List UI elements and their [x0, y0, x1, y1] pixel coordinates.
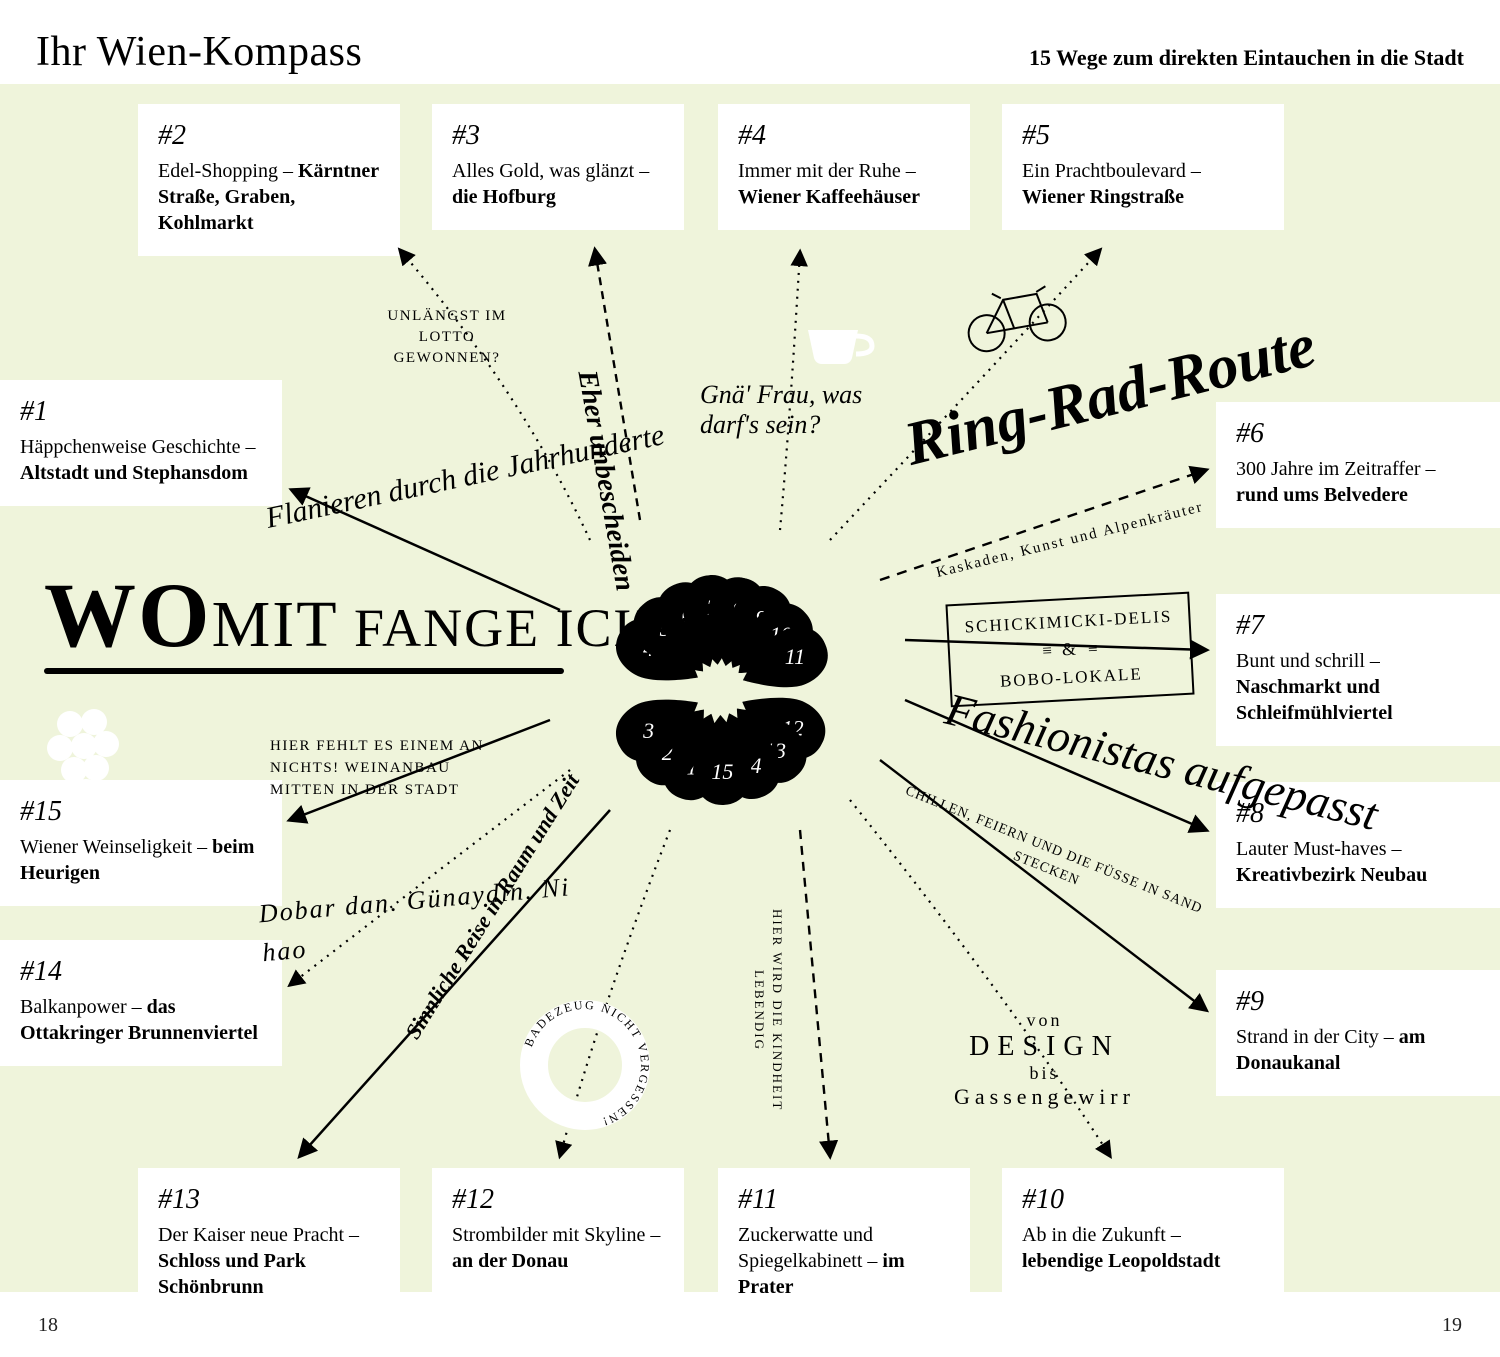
- card-7: #7 Bunt und schrill – Naschmarkt und Schl…: [1216, 594, 1500, 746]
- card-num: #2: [158, 120, 380, 152]
- card-num: #10: [1022, 1184, 1264, 1216]
- petal-15: 15: [692, 714, 753, 806]
- page-title: Ihr Wien-Kompass: [36, 28, 362, 76]
- card-lead: Strand in der City – am Donaukanal: [1236, 1024, 1480, 1076]
- card-13: #13 Der Kaiser neue Pracht – Schloss und …: [138, 1168, 400, 1320]
- card-num: #13: [158, 1184, 380, 1216]
- coffee-cup-icon: [800, 310, 880, 375]
- svg-text:BADEZEUG NICHT VERGESSEN!: BADEZEUG NICHT VERGESSEN!: [521, 998, 652, 1130]
- card-lead: Edel-Shopping – Kärntner Straße, Graben,…: [158, 158, 380, 236]
- card-5: #5 Ein Prachtboulevard – Wiener Ringstraß…: [1002, 104, 1284, 230]
- card-num: #7: [1236, 610, 1480, 642]
- headline-question: WOMIT FANGE ICH AN?: [44, 562, 755, 668]
- card-lead: Immer mit der Ruhe – Wiener Kaffeehäuser: [738, 158, 950, 210]
- label-kindheit: HIER WIRD DIE KINDHEIT LEBENDIG: [760, 900, 786, 1120]
- page: Ihr Wien-Kompass 15 Wege zum direkten Ei…: [0, 0, 1500, 1357]
- card-lead: Der Kaiser neue Pracht – Schloss und Par…: [158, 1222, 380, 1300]
- label-weinanbau: HIER FEHLT ES EINEM AN NICHTS! WEINANBAU…: [270, 736, 510, 801]
- card-9: #9 Strand in der City – am Donaukanal: [1216, 970, 1500, 1096]
- card-10: #10 Ab in die Zukunft – lebendige Leopold…: [1002, 1168, 1284, 1294]
- page-number-right: 19: [1442, 1314, 1462, 1337]
- badezeug-text: BADEZEUG NICHT VERGESSEN!: [512, 992, 658, 1138]
- card-3: #3 Alles Gold, was glänzt – die Hofburg: [432, 104, 684, 230]
- card-num: #11: [738, 1184, 950, 1216]
- card-lead: Ab in die Zukunft – lebendige Leopoldsta…: [1022, 1222, 1264, 1274]
- card-lead: Bunt und schrill – Naschmarkt und Schlei…: [1236, 648, 1480, 726]
- card-num: #12: [452, 1184, 664, 1216]
- headline-underline: [44, 668, 564, 674]
- card-11: #11 Zuckerwatte und Spiegelkabinett – im …: [718, 1168, 970, 1320]
- card-12: #12 Strombilder mit Skyline – an der Dona…: [432, 1168, 684, 1294]
- card-6: #6 300 Jahre im Zeitraffer – rund ums Bel…: [1216, 402, 1500, 528]
- grapes-icon: [40, 700, 130, 815]
- card-num: #4: [738, 120, 950, 152]
- card-num: #5: [1022, 120, 1264, 152]
- card-1: #1 Häppchenweise Geschichte – Altstadt un…: [0, 380, 282, 506]
- card-lead: Balkanpower – das Ottakringer Brunnenvie…: [20, 994, 262, 1046]
- card-lead: Zuckerwatte und Spiegelkabinett – im Pra…: [738, 1222, 950, 1300]
- card-num: #3: [452, 120, 664, 152]
- card-14: #14 Balkanpower – das Ottakringer Brunnen…: [0, 940, 282, 1066]
- card-lead: Wiener Weinseligkeit – beim Heurigen: [20, 834, 262, 886]
- label-design-block: von DESIGN bis Gassengewirr: [954, 1010, 1135, 1110]
- card-2: #2 Edel-Shopping – Kärntner Straße, Grabe…: [138, 104, 400, 256]
- page-subtitle: 15 Wege zum direkten Eintauchen in die S…: [1029, 45, 1464, 71]
- label-lotto: UNLÄNGST IM LOTTO GEWONNEN?: [372, 306, 522, 369]
- card-lead: Alles Gold, was glänzt – die Hofburg: [452, 158, 664, 210]
- card-lead: Strombilder mit Skyline – an der Donau: [452, 1222, 664, 1274]
- card-lead: 300 Jahre im Zeitraffer – rund ums Belve…: [1236, 456, 1480, 508]
- card-num: #14: [20, 956, 262, 988]
- header: Ihr Wien-Kompass 15 Wege zum direkten Ei…: [36, 28, 1464, 76]
- card-4: #4 Immer mit der Ruhe – Wiener Kaffeehäus…: [718, 104, 970, 230]
- card-lead: Lauter Must-haves – Kreativbezirk Neubau: [1236, 836, 1480, 888]
- card-num: #1: [20, 396, 262, 428]
- card-num: #9: [1236, 986, 1480, 1018]
- page-number-left: 18: [38, 1314, 58, 1337]
- card-lead: Ein Prachtboulevard – Wiener Ringstraße: [1022, 158, 1264, 210]
- card-num: #6: [1236, 418, 1480, 450]
- label-gnafrau: Gnä' Frau, was darf's sein?: [700, 380, 870, 440]
- card-lead: Häppchenweise Geschichte – Altstadt und …: [20, 434, 262, 486]
